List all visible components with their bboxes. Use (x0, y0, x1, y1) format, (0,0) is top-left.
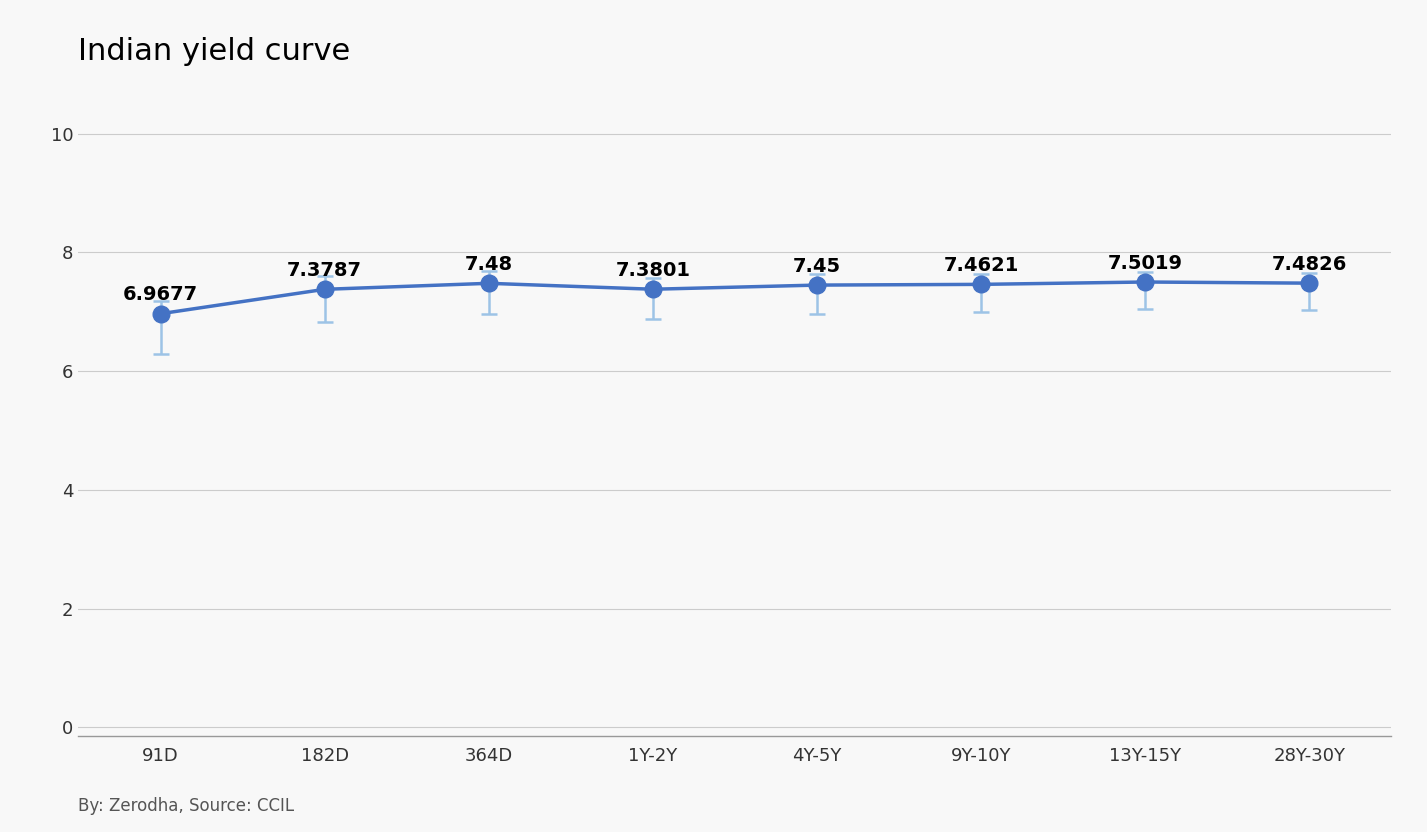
Text: 7.45: 7.45 (793, 256, 841, 275)
Text: Indian yield curve: Indian yield curve (78, 37, 351, 67)
Text: 7.5019: 7.5019 (1107, 254, 1183, 273)
Text: 7.3801: 7.3801 (615, 260, 691, 280)
Text: 6.9677: 6.9677 (123, 285, 198, 305)
Text: 7.4621: 7.4621 (943, 256, 1019, 275)
Text: 7.48: 7.48 (465, 255, 512, 274)
Text: 7.4826: 7.4826 (1271, 255, 1347, 274)
Text: 7.3787: 7.3787 (287, 260, 362, 280)
Text: By: Zerodha, Source: CCIL: By: Zerodha, Source: CCIL (78, 797, 294, 815)
